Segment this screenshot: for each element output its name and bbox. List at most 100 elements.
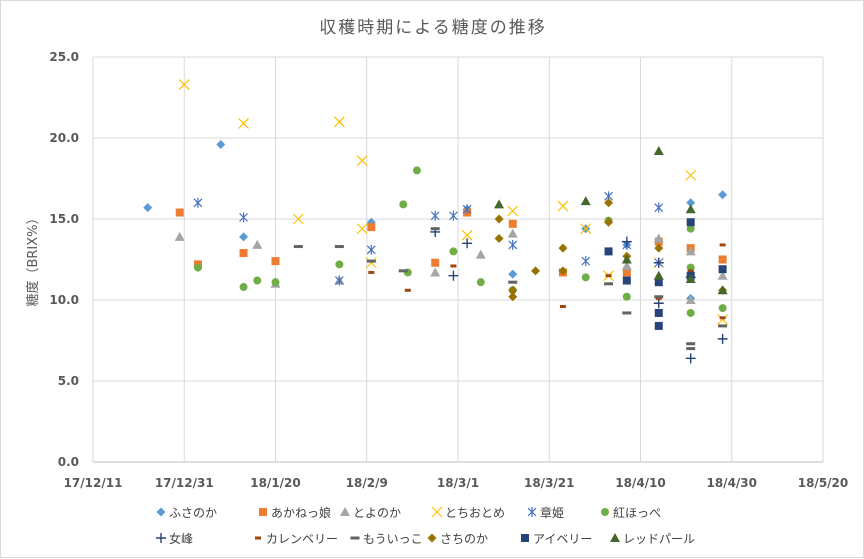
y-tick-label: 10.0 — [49, 293, 79, 307]
circle-shape — [718, 304, 727, 313]
data-point — [686, 198, 696, 208]
data-point — [238, 117, 249, 129]
data-point — [718, 304, 727, 313]
data-point — [687, 269, 694, 273]
series-2 — [174, 228, 728, 304]
data-point — [508, 269, 518, 279]
data-point — [449, 247, 458, 256]
data-point — [604, 217, 614, 227]
legend-marker — [527, 507, 537, 517]
data-point — [622, 276, 631, 285]
legend-marker — [255, 536, 261, 540]
data-point — [334, 275, 344, 286]
data-point — [654, 278, 663, 287]
legend-marker — [601, 508, 609, 516]
circle-shape — [271, 278, 280, 287]
x-shape — [356, 223, 368, 235]
diamond-shape — [654, 243, 664, 253]
dash-shape — [366, 259, 376, 263]
square-shape — [686, 218, 695, 227]
circle-shape — [193, 263, 202, 272]
square-shape — [367, 223, 376, 232]
data-point — [507, 205, 519, 217]
data-point — [622, 292, 631, 301]
y-tick-label: 25.0 — [49, 50, 79, 64]
data-point — [686, 218, 695, 227]
data-point — [558, 266, 568, 276]
data-point — [494, 199, 505, 209]
data-point — [685, 169, 697, 181]
data-point — [621, 260, 632, 270]
x-shape — [580, 223, 592, 235]
data-point — [559, 304, 566, 308]
x-tick-label: 18/4/10 — [615, 476, 666, 490]
short-dash-shape — [255, 536, 261, 540]
dash-shape — [654, 295, 664, 299]
square-shape — [604, 247, 613, 256]
data-point — [239, 283, 248, 292]
legend-label: ふさのか — [169, 506, 217, 520]
data-point — [604, 247, 613, 256]
legend-marker — [521, 534, 529, 542]
triangle-shape — [685, 246, 696, 256]
asterisk-shape — [462, 204, 472, 215]
data-point — [399, 200, 408, 209]
data-point — [365, 257, 377, 269]
dash-shape — [398, 269, 408, 273]
x-tick-label: 17/12/31 — [155, 476, 214, 490]
data-point — [430, 227, 440, 231]
circle-shape — [686, 224, 695, 233]
circle-shape — [601, 508, 609, 516]
data-point — [462, 238, 473, 249]
x-shape — [431, 506, 443, 518]
square-shape — [508, 219, 517, 228]
data-point — [686, 342, 696, 346]
data-point — [653, 257, 664, 268]
triangle-shape — [685, 295, 696, 304]
data-point — [239, 212, 248, 223]
data-point — [686, 347, 696, 351]
legend-item: 紅ほっぺ — [601, 506, 661, 520]
asterisk-shape — [449, 210, 458, 221]
data-point — [412, 166, 421, 175]
x-tick-label: 18/3/1 — [437, 476, 479, 490]
triangle-shape — [174, 231, 185, 241]
data-point — [621, 236, 632, 247]
data-point — [604, 282, 614, 286]
data-point — [449, 210, 458, 221]
y-tick-label: 0.0 — [58, 455, 79, 469]
data-point — [622, 268, 631, 277]
diamond-shape — [558, 266, 568, 276]
short-dash-shape — [655, 296, 662, 300]
y-tick-label: 15.0 — [49, 212, 79, 226]
triangle-shape — [653, 233, 664, 243]
data-point — [621, 254, 632, 264]
asterisk-shape — [430, 210, 440, 221]
circle-shape — [239, 283, 248, 292]
square-shape — [654, 321, 663, 330]
diamond-shape — [143, 203, 153, 213]
data-point — [430, 267, 441, 277]
data-point — [450, 264, 457, 268]
legend-item: 女峰 — [156, 531, 193, 546]
plus-shape — [653, 298, 664, 309]
square-shape — [239, 249, 248, 258]
data-point — [531, 266, 541, 276]
diamond-shape — [604, 198, 614, 208]
asterisk-shape — [508, 239, 518, 250]
x-tick-label: 18/1/20 — [250, 476, 301, 490]
dash-shape — [430, 227, 440, 231]
data-point — [719, 316, 726, 320]
data-point — [685, 353, 696, 364]
data-point — [253, 276, 262, 285]
legend-label: カレンベリー — [266, 532, 338, 546]
data-point — [717, 314, 729, 325]
data-point — [718, 190, 728, 200]
diamond-shape — [718, 190, 728, 200]
data-point — [718, 255, 727, 264]
y-tick-label: 5.0 — [58, 374, 79, 388]
data-point — [508, 285, 518, 295]
data-point — [718, 324, 728, 328]
data-point — [654, 321, 663, 330]
